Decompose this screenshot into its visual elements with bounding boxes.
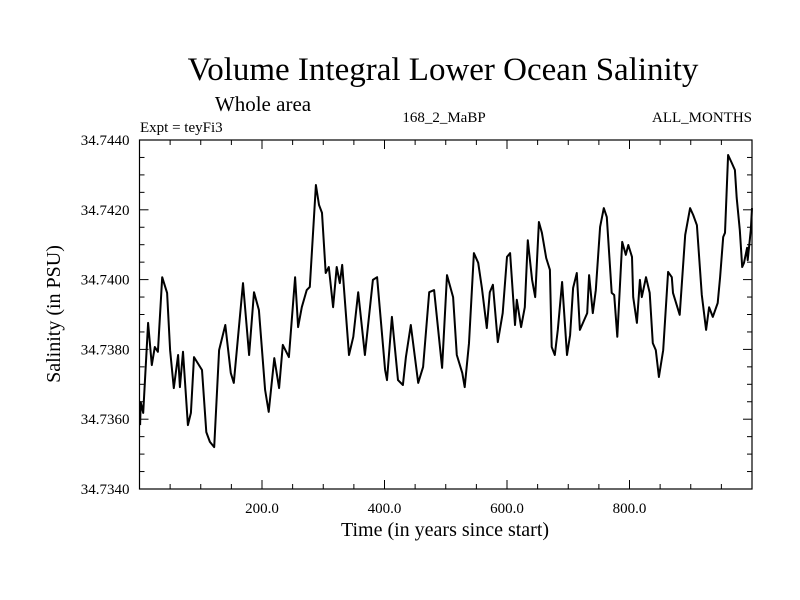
- y-tick-label: 34.7340: [81, 482, 130, 498]
- period-label: 168_2_MaBP: [402, 110, 485, 126]
- y-axis-label: Salinity (in PSU): [43, 245, 65, 383]
- y-tick-label: 34.7380: [81, 342, 130, 358]
- x-tick-label: 200.0: [245, 501, 279, 517]
- y-tick-label: 34.7420: [81, 203, 130, 219]
- chart-title: Volume Integral Lower Ocean Salinity: [188, 52, 699, 88]
- plot-axes: 200.0 400.0 600.0 800.0 34.7340 34.7360 34.738…: [81, 133, 753, 517]
- plot-area: [139, 154, 753, 449]
- x-axis-label: Time (in years since start): [341, 519, 549, 541]
- x-tick-label: 400.0: [368, 501, 402, 517]
- x-tick-label: 800.0: [613, 501, 647, 517]
- y-tick-label: 34.7360: [81, 412, 130, 428]
- y-tick-label: 34.7400: [81, 273, 130, 289]
- salinity-series-line: [139, 154, 753, 449]
- x-tick-label: 600.0: [490, 501, 524, 517]
- chart-subtitle: Whole area: [215, 92, 312, 116]
- months-label: ALL_MONTHS: [652, 110, 752, 126]
- experiment-label: Expt = teyFi3: [140, 120, 223, 136]
- y-tick-label: 34.7440: [81, 133, 130, 149]
